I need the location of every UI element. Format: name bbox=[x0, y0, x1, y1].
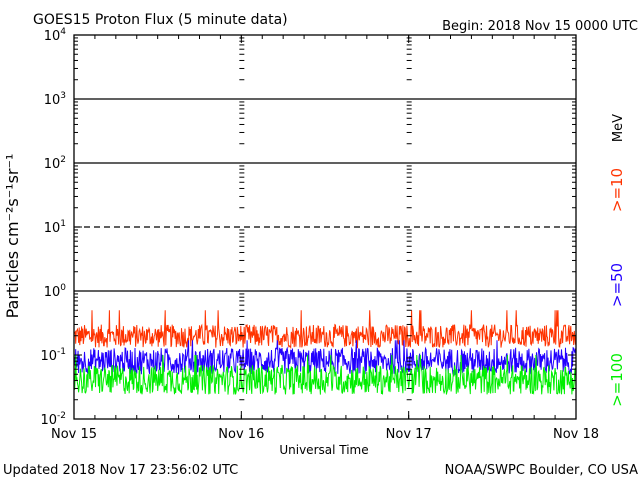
legend-label: >=50 bbox=[608, 263, 626, 307]
credit-text: NOAA/SWPC Boulder, CO USA bbox=[445, 463, 638, 478]
x-tick-label: Nov 18 bbox=[553, 427, 599, 442]
y-tick-label: 101 bbox=[44, 219, 66, 236]
y-tick-label: 104 bbox=[44, 27, 67, 44]
y-tick-label: 102 bbox=[44, 155, 66, 172]
chart-title: GOES15 Proton Flux (5 minute data) bbox=[33, 12, 288, 28]
y-tick-label: 100 bbox=[44, 283, 67, 300]
series-line bbox=[73, 354, 577, 395]
updated-text: Updated 2018 Nov 17 23:56:02 UTC bbox=[3, 463, 238, 478]
x-tick-label: Nov 16 bbox=[218, 427, 264, 442]
y-tick-label: 10-1 bbox=[40, 347, 66, 364]
x-axis-label: Universal Time bbox=[279, 443, 368, 457]
x-tick-label: Nov 17 bbox=[386, 427, 432, 442]
series-line bbox=[73, 340, 577, 376]
y-tick-label: 10-2 bbox=[40, 411, 66, 428]
begin-time: Begin: 2018 Nov 15 0000 UTC bbox=[442, 19, 638, 34]
legend-label: >=10 bbox=[608, 168, 626, 212]
x-tick-label: Nov 15 bbox=[51, 427, 97, 442]
legend-label: >=100 bbox=[608, 353, 626, 407]
legend-unit: MeV bbox=[611, 114, 626, 142]
y-axis-label: Particles cm⁻²s⁻¹sr⁻¹ bbox=[3, 154, 22, 319]
y-tick-label: 103 bbox=[44, 91, 66, 108]
series-line bbox=[73, 310, 577, 350]
